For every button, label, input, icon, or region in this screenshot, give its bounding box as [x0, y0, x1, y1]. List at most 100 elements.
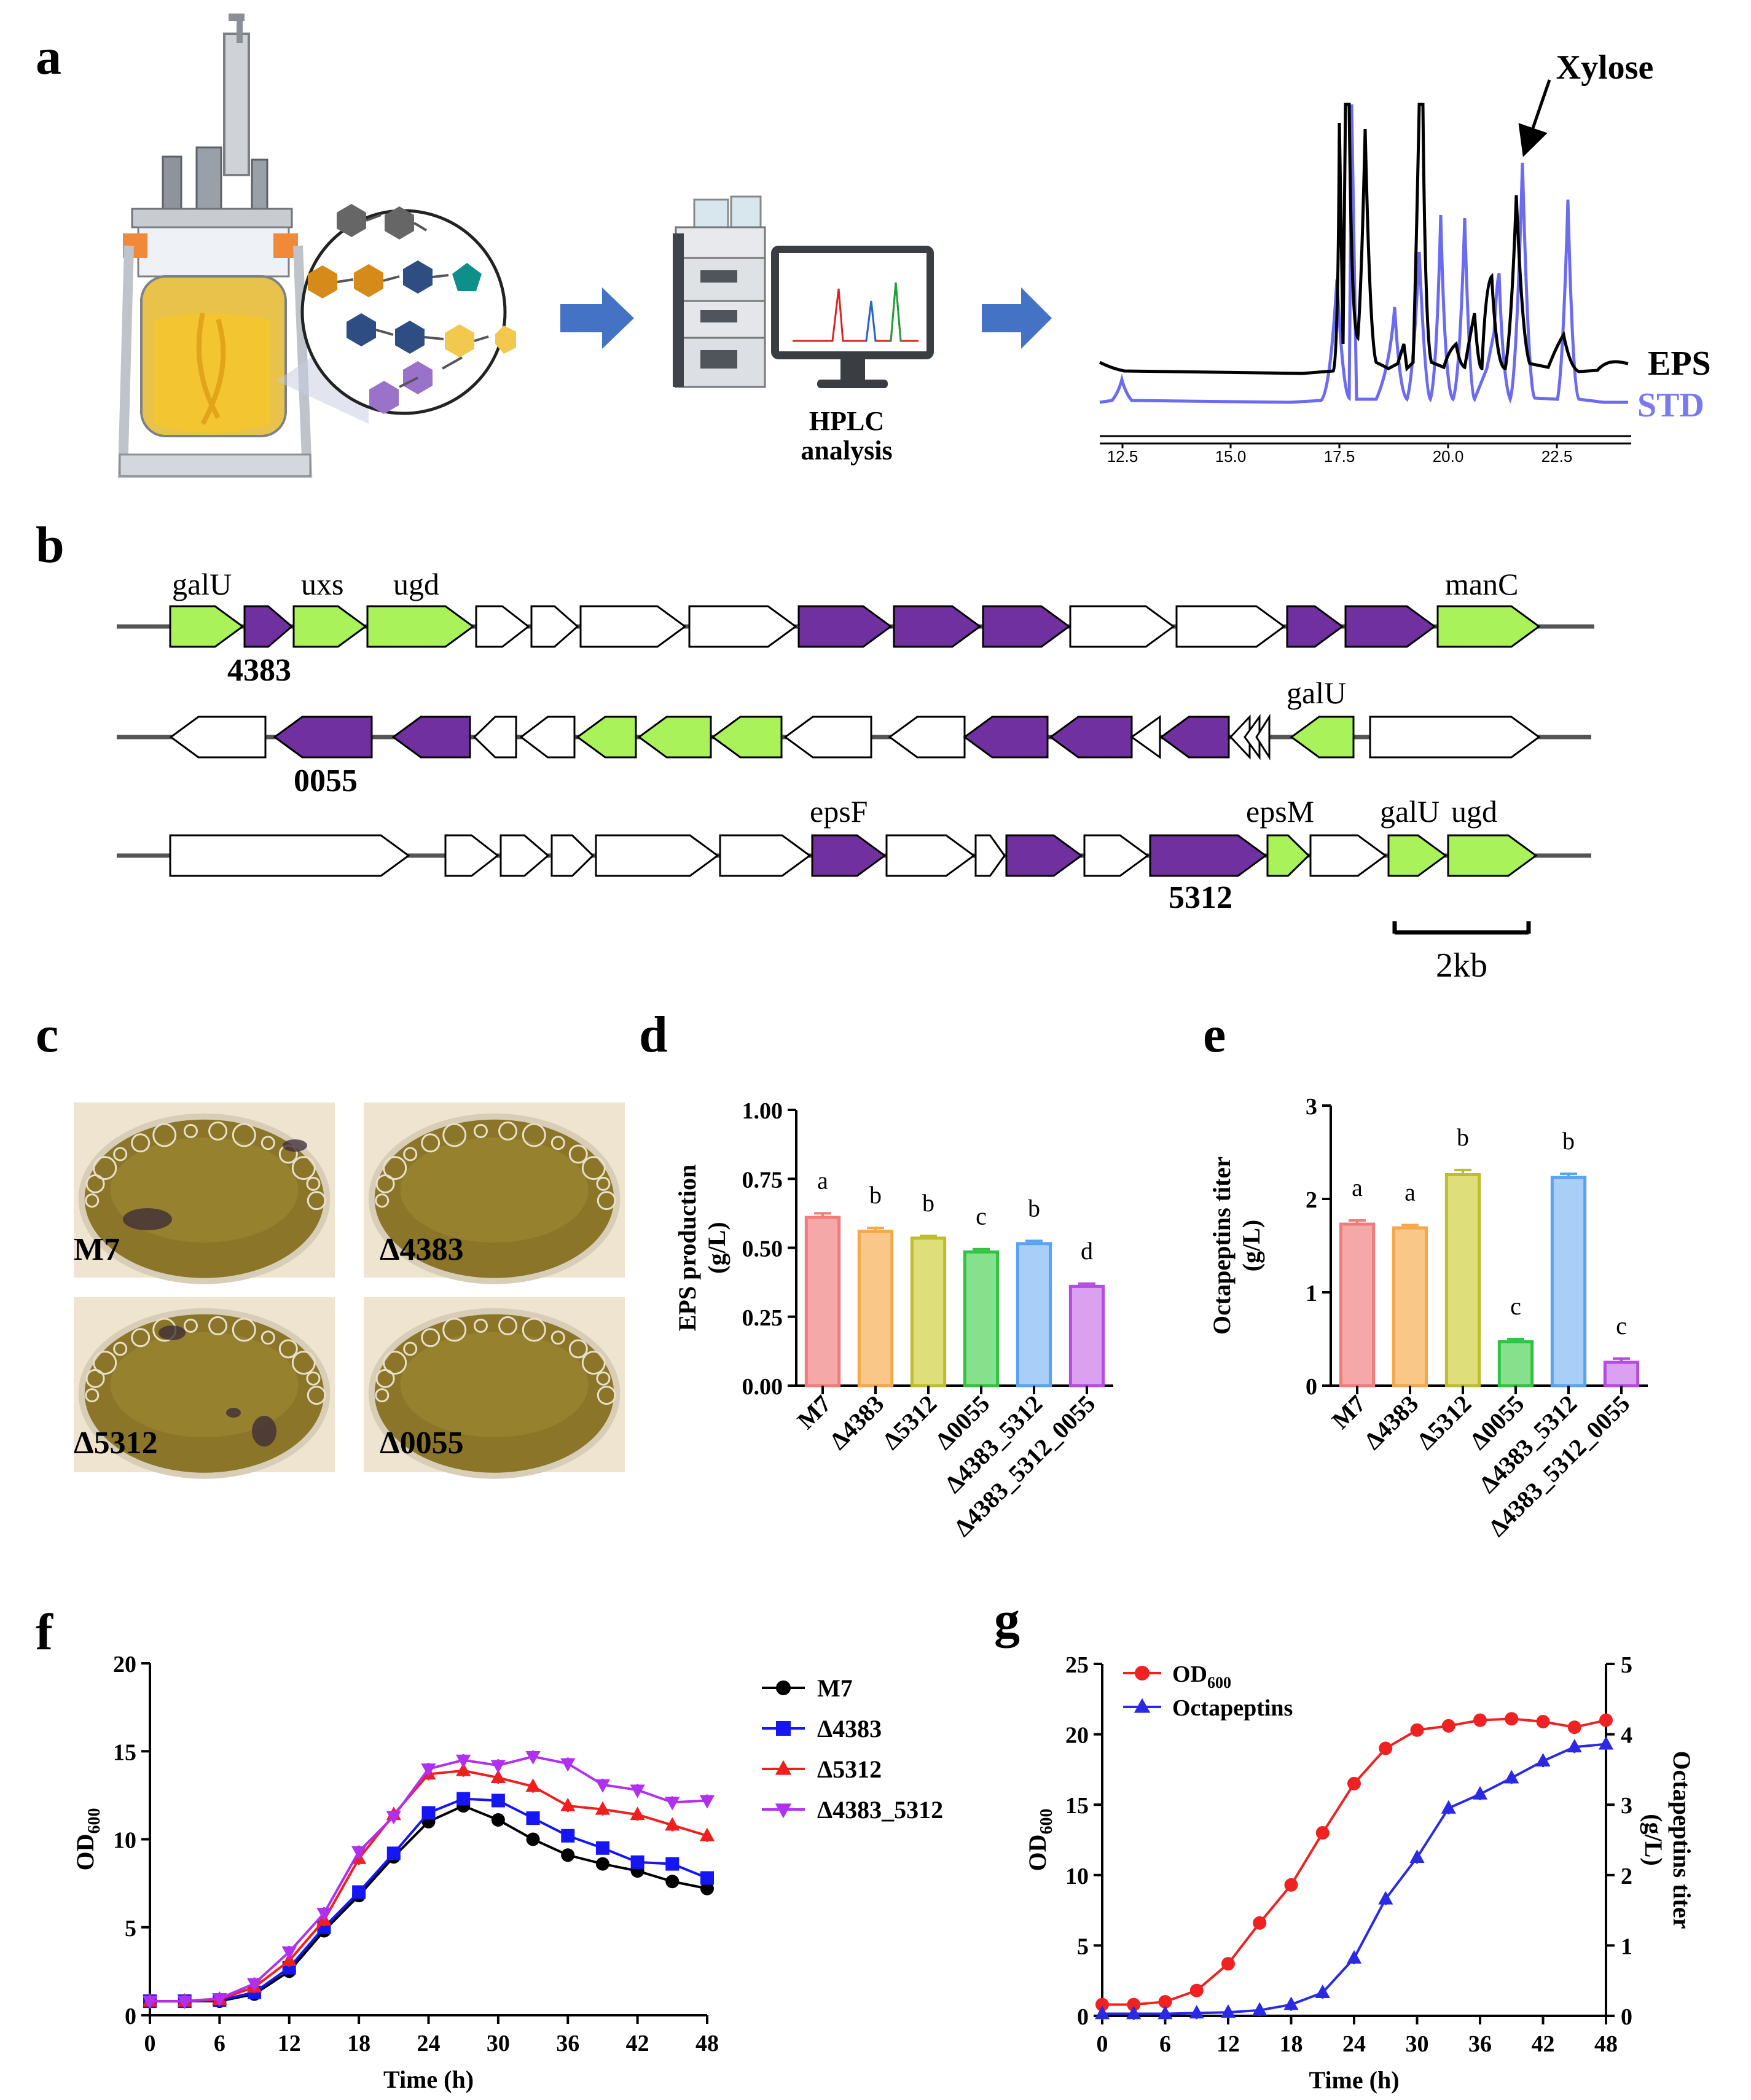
x-tick-label: 30 — [1406, 2031, 1429, 2057]
data-point — [1189, 2005, 1204, 2019]
panel-label-e: e — [1203, 1006, 1226, 1063]
foam-bubble — [232, 1123, 256, 1147]
legend-label-main: Octapeptins — [1172, 1695, 1293, 1721]
gene-arrow — [475, 605, 530, 648]
y2-tick-label: 3 — [1621, 1793, 1632, 1819]
eps-trace-label: EPS — [1648, 345, 1711, 383]
foam-bubble — [307, 1386, 326, 1405]
gene-label-ugd: ugd — [393, 567, 439, 601]
y-axis-title: OD600 — [1024, 1809, 1056, 1872]
foam-bubble — [85, 1388, 100, 1403]
mycelium-clump — [283, 1139, 307, 1152]
foam-bubble — [375, 1368, 395, 1388]
panel-label-b: b — [36, 517, 65, 574]
arrow-right-icon — [560, 287, 634, 349]
y-tick-label: 10 — [113, 1828, 136, 1854]
y-tick-label: 10 — [1065, 1864, 1089, 1889]
y-tick-label: 2 — [1306, 1187, 1317, 1213]
data-point — [630, 1855, 644, 1869]
data-point — [351, 1846, 367, 1860]
polysaccharide-magnifier — [300, 204, 516, 415]
gene-arrow — [719, 834, 812, 877]
x-tick-label: 42 — [1532, 2031, 1555, 2057]
foam-bubble — [403, 1147, 418, 1161]
bar — [1392, 1226, 1428, 1388]
foam-bubble — [473, 1123, 488, 1138]
y-axis-title-subscript: 600 — [1037, 1809, 1056, 1835]
foam-bubble — [442, 1317, 467, 1342]
data-point — [560, 1758, 576, 1772]
series-line — [150, 1797, 708, 2003]
gene-label-epsM: epsM — [1246, 794, 1314, 829]
foam-bubble — [596, 1371, 611, 1386]
gene-arrow — [974, 834, 1006, 877]
foam-bubble — [306, 1176, 321, 1191]
flask-photo — [74, 1103, 335, 1284]
significance-letter: a — [817, 1166, 828, 1194]
foam-bubble — [306, 1371, 321, 1386]
data-point — [386, 1846, 401, 1860]
y-axis-title: OD600 — [71, 1808, 104, 1871]
bar — [1497, 1340, 1534, 1388]
foam-bubble — [113, 1147, 128, 1161]
y2-axis-title: Octapeptins titer — [1668, 1751, 1696, 1929]
y2-tick-label: 1 — [1621, 1934, 1632, 1959]
bar — [910, 1236, 947, 1388]
data-point — [490, 1760, 506, 1774]
gene-label-ugd-row3: ugd — [1451, 794, 1497, 829]
gene-arrow — [169, 716, 267, 759]
series-line — [150, 1804, 708, 2003]
gene-arrow — [1255, 713, 1271, 761]
gene-arrow — [1130, 715, 1161, 759]
y-axis-title: Octapeptins titer — [1208, 1157, 1236, 1335]
foam-bubble — [581, 1351, 606, 1375]
bar — [1339, 1222, 1376, 1388]
data-point — [595, 1857, 609, 1871]
gene-arrow — [1149, 834, 1267, 877]
y-tick-label: 0.50 — [742, 1236, 783, 1262]
bar — [1016, 1242, 1052, 1388]
legend-label: Δ4383_5312 — [817, 1796, 943, 1824]
photo-label-d0055: Δ0055 — [380, 1426, 464, 1461]
gene-arrow — [499, 834, 550, 877]
data-point — [1379, 1741, 1393, 1755]
significance-letter: a — [1352, 1174, 1363, 1201]
scale-bar-label: 2kb — [1436, 947, 1487, 985]
bar — [1068, 1284, 1105, 1388]
gene-arrow — [1344, 605, 1436, 648]
data-point — [1599, 1713, 1613, 1727]
gene-arrow — [169, 605, 245, 648]
gene-arrow — [472, 716, 517, 759]
gene-arrow — [1286, 605, 1344, 648]
xylose-arrow-icon — [1518, 79, 1551, 157]
data-point — [665, 1817, 680, 1831]
locus-4383: 4383 — [227, 653, 291, 688]
data-point — [595, 1779, 611, 1793]
data-point — [776, 1721, 791, 1736]
significance-letter: c — [1510, 1292, 1521, 1320]
data-point — [491, 1794, 505, 1808]
data-point — [1505, 1712, 1519, 1726]
foam-bubble — [597, 1191, 616, 1211]
data-point — [1126, 2005, 1142, 2020]
y-axis-title-main: OD — [71, 1834, 99, 1871]
data-point — [1410, 1723, 1424, 1737]
data-point — [1094, 2005, 1110, 2020]
gene-label-galU-row2: galU — [1287, 676, 1346, 710]
data-point — [1567, 1720, 1581, 1735]
gene-arrow — [576, 716, 637, 759]
chrom-tick-label: 20.0 — [1433, 447, 1464, 466]
significance-letter: b — [1028, 1194, 1040, 1222]
x-axis-title: Time (h) — [1309, 2066, 1399, 2094]
data-point — [1567, 1739, 1582, 1753]
category-label: Δ4383 — [824, 1390, 889, 1455]
data-point — [1346, 1950, 1362, 1964]
gene-arrow — [1447, 834, 1538, 877]
foam-bubble — [85, 1193, 100, 1208]
y-axis-title: EPS production — [673, 1165, 701, 1332]
data-point — [1472, 1786, 1488, 1800]
x-tick-label: 30 — [487, 2031, 510, 2056]
mycelium-clump — [159, 1325, 186, 1340]
legend-label: Δ4383 — [817, 1715, 882, 1743]
data-point — [1221, 1957, 1235, 1971]
